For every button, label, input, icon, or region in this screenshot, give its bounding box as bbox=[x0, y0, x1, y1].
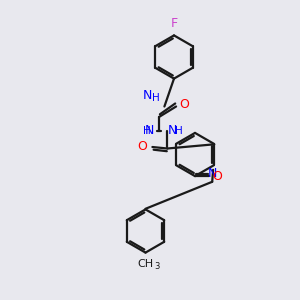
Text: N: N bbox=[143, 89, 152, 102]
Text: O: O bbox=[212, 169, 222, 183]
Text: N: N bbox=[208, 167, 217, 180]
Text: H: H bbox=[152, 93, 159, 103]
Text: CH: CH bbox=[137, 259, 154, 269]
Text: O: O bbox=[137, 140, 147, 154]
Text: F: F bbox=[170, 17, 178, 30]
Text: N: N bbox=[145, 124, 154, 137]
Text: O: O bbox=[179, 98, 189, 111]
Text: H: H bbox=[175, 125, 183, 136]
Text: H: H bbox=[143, 125, 151, 136]
Text: N: N bbox=[168, 124, 177, 137]
Text: 3: 3 bbox=[154, 262, 159, 271]
